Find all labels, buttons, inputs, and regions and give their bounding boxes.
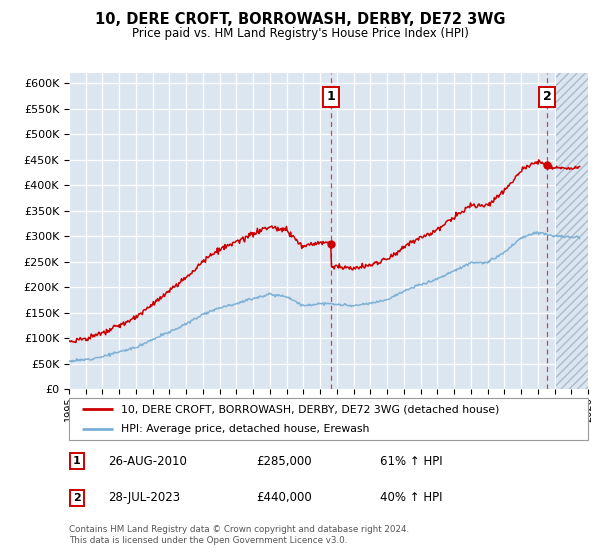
Bar: [556, 73, 593, 389]
FancyBboxPatch shape: [69, 398, 588, 440]
Text: Price paid vs. HM Land Registry's House Price Index (HPI): Price paid vs. HM Land Registry's House …: [131, 27, 469, 40]
Text: 61% ↑ HPI: 61% ↑ HPI: [380, 455, 443, 468]
Text: 40% ↑ HPI: 40% ↑ HPI: [380, 491, 443, 504]
Text: 2: 2: [73, 493, 80, 503]
Text: £440,000: £440,000: [256, 491, 311, 504]
Text: Contains HM Land Registry data © Crown copyright and database right 2024.
This d: Contains HM Land Registry data © Crown c…: [69, 525, 409, 545]
Text: 26-AUG-2010: 26-AUG-2010: [108, 455, 187, 468]
Text: 1: 1: [73, 456, 80, 466]
Text: 1: 1: [326, 90, 335, 103]
Text: 10, DERE CROFT, BORROWASH, DERBY, DE72 3WG (detached house): 10, DERE CROFT, BORROWASH, DERBY, DE72 3…: [121, 404, 499, 414]
Text: HPI: Average price, detached house, Erewash: HPI: Average price, detached house, Erew…: [121, 424, 369, 434]
Text: 2: 2: [543, 90, 551, 103]
Text: 28-JUL-2023: 28-JUL-2023: [108, 491, 180, 504]
Text: 10, DERE CROFT, BORROWASH, DERBY, DE72 3WG: 10, DERE CROFT, BORROWASH, DERBY, DE72 3…: [95, 12, 505, 27]
Text: £285,000: £285,000: [256, 455, 311, 468]
